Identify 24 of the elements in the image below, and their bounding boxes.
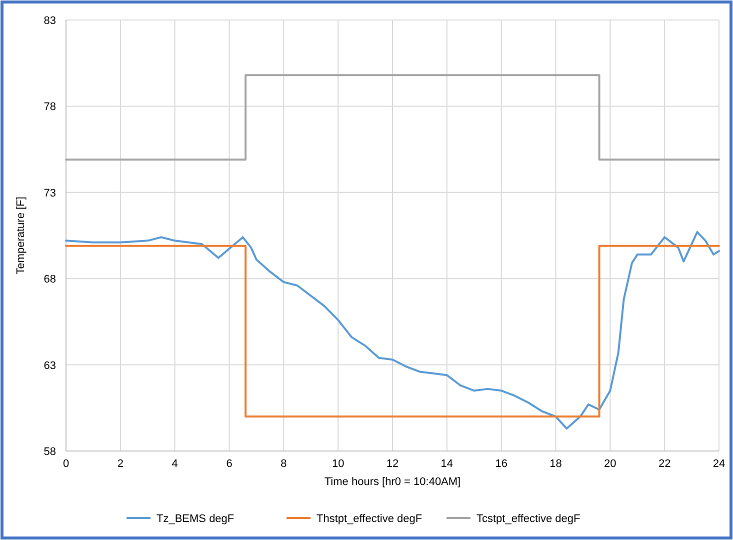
x-tick-label: 8 [280, 458, 287, 470]
x-tick-label: 0 [62, 458, 70, 470]
x-tick-label: 24 [712, 458, 726, 470]
legend-label: Thstpt_effective degF [316, 513, 422, 525]
legend-label: Tz_BEMS degF [156, 513, 234, 525]
x-tick-label: 10 [332, 458, 344, 470]
x-tick-label: 2 [117, 458, 124, 470]
x-tick-label: 18 [550, 458, 562, 470]
y-tick-label: 68 [44, 274, 56, 286]
x-tick-label: 22 [658, 458, 671, 470]
y-axis-title: Temperature [F] [15, 196, 27, 274]
x-tick-label: 12 [386, 458, 399, 470]
legend-label: Tcstpt_effective degF [476, 513, 581, 525]
x-tick-label: 20 [604, 458, 616, 470]
y-tick-label: 63 [44, 360, 56, 372]
x-tick-label: 6 [226, 458, 232, 470]
x-tick-label: 4 [172, 458, 178, 470]
x-tick-label: 14 [440, 458, 454, 470]
y-tick-label: 58 [44, 446, 56, 458]
x-axis-title: Time hours [hr0 = 10:40AM] [324, 476, 461, 488]
x-tick-label: 16 [495, 458, 508, 470]
y-tick-label: 83 [44, 15, 56, 27]
y-tick-label: 78 [44, 101, 56, 114]
y-tick-label: 73 [44, 187, 56, 200]
